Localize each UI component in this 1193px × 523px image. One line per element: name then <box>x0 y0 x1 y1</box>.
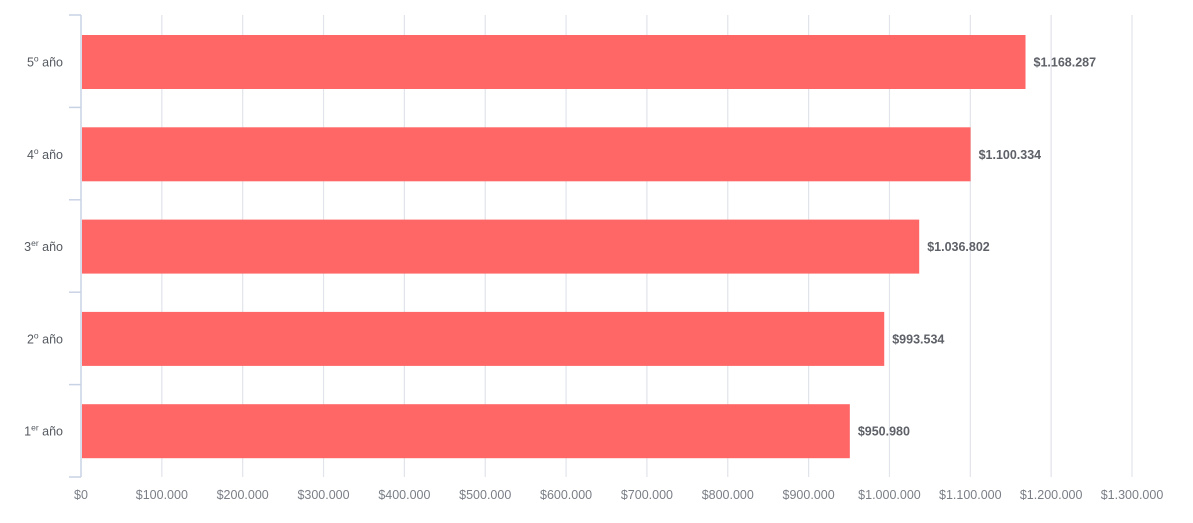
data-label: $1.100.334 <box>979 148 1042 162</box>
x-tick-label: $600.000 <box>540 488 592 502</box>
data-labels: $1.168.287 $1.100.334 $1.036.802 $993.534 $9… <box>858 56 1096 439</box>
x-tick-label: $0 <box>74 488 88 502</box>
category-label: 5o año <box>27 54 63 70</box>
bar <box>82 219 920 274</box>
category-label: 4o año <box>27 146 63 162</box>
x-tick-label: $1.100.000 <box>939 488 1002 502</box>
data-label: $1.036.802 <box>927 240 990 254</box>
bar <box>82 127 971 182</box>
x-tick-label: $700.000 <box>621 488 673 502</box>
x-tick-label: $200.000 <box>217 488 269 502</box>
x-tick-label: $1.300.000 <box>1101 488 1164 502</box>
bars <box>82 35 1026 459</box>
x-tick-label: $1.200.000 <box>1020 488 1083 502</box>
data-label: $993.534 <box>892 332 944 346</box>
x-tick-label: $300.000 <box>297 488 349 502</box>
category-label: 2o año <box>27 330 63 346</box>
bar <box>82 404 850 459</box>
x-tick-label: $500.000 <box>459 488 511 502</box>
y-axis: 5o año 4o año 3er año 2o año 1er año <box>24 14 82 478</box>
x-tick-label: $900.000 <box>783 488 835 502</box>
x-tick-label: $800.000 <box>702 488 754 502</box>
x-tick-label: $400.000 <box>378 488 430 502</box>
category-label: 3er año <box>24 238 63 254</box>
x-tick-label: $1.000.000 <box>858 488 921 502</box>
x-axis-ticks: $0 $100.000 $200.000 $300.000 $400.000 $500.0… <box>74 488 1163 502</box>
data-label: $950.980 <box>858 425 910 439</box>
category-label: 1er año <box>24 423 63 439</box>
x-tick-label: $100.000 <box>136 488 188 502</box>
bar <box>82 311 885 366</box>
bar <box>82 35 1026 89</box>
data-label: $1.168.287 <box>1034 56 1097 70</box>
